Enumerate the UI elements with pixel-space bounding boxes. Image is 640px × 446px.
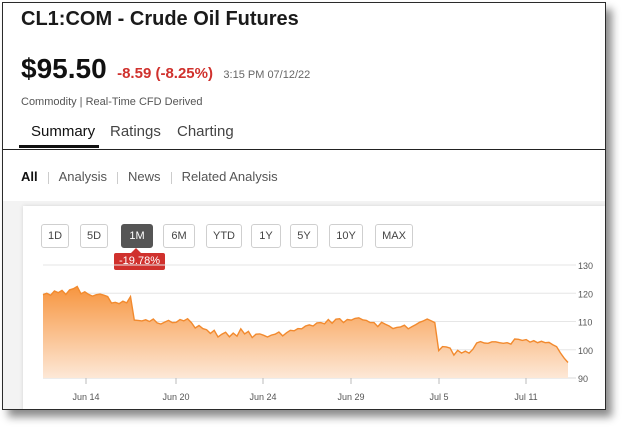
filter-divider [117,171,119,184]
tab-summary[interactable]: Summary [31,123,96,140]
filter-divider [47,171,49,184]
x-tick-label: Jul 11 [514,392,537,402]
price-row: $95.50 -8.59 (-8.25%) 3:15 PM 07/12/22 [21,53,310,85]
last-price: $95.50 [21,53,107,84]
filter-analysis[interactable]: Analysis [58,169,108,184]
period-change-badge: -19.78% [114,248,165,270]
price-line [42,285,569,363]
range-ytd-button[interactable]: YTD [206,224,242,248]
content-filter-bar: All Analysis News Related Analysis [21,169,278,184]
page-title: CL1:COM - Crude Oil Futures [21,8,299,30]
range-max-button[interactable]: MAX [375,224,413,248]
price-area-fill [43,286,568,378]
x-tick-label: Jun 20 [162,392,189,402]
x-tick-label: Jun 14 [72,392,99,402]
range-5y-button[interactable]: 5Y [290,224,318,248]
filter-related-analysis[interactable]: Related Analysis [181,169,278,184]
price-area-chart[interactable]: 130 120 110 100 90 Jun 14 Jun 20 Jun 24 Jun 29 J… [23,206,605,410]
range-1d-button[interactable]: 1D [41,224,69,248]
y-tick-label: 120 [578,289,593,299]
filter-divider [170,171,172,184]
filter-news[interactable]: News [128,169,161,184]
range-6m-button[interactable]: 6M [163,224,195,248]
instrument-meta: Commodity | Real-Time CFD Derived [21,96,203,108]
range-1m-button[interactable]: 1M [121,224,153,248]
x-tick-label: Jun 24 [249,392,276,402]
price-chart-card: 1D 5D 1M 6M YTD 1Y 5Y 10Y MAX -19.78% 13… [23,206,605,410]
tab-bar: Summary Ratings Charting [3,117,605,150]
x-tick-label: Jul 5 [429,392,448,402]
x-tick-label: Jun 29 [337,392,364,402]
tab-ratings[interactable]: Ratings [110,123,161,140]
range-10y-button[interactable]: 10Y [329,224,363,248]
y-tick-label: 110 [578,318,592,328]
range-1y-button[interactable]: 1Y [251,224,281,248]
filter-all[interactable]: All [21,169,38,184]
tab-charting[interactable]: Charting [177,123,234,140]
y-tick-label: 90 [578,374,588,384]
y-tick-label: 100 [578,346,593,356]
quote-timestamp: 3:15 PM 07/12/22 [223,69,311,81]
active-tab-indicator [19,145,99,148]
price-change: -8.59 (-8.25%) [117,65,213,82]
range-5d-button[interactable]: 5D [80,224,108,248]
quote-panel: CL1:COM - Crude Oil Futures $95.50 -8.59… [2,2,606,410]
y-tick-label: 130 [578,261,593,271]
